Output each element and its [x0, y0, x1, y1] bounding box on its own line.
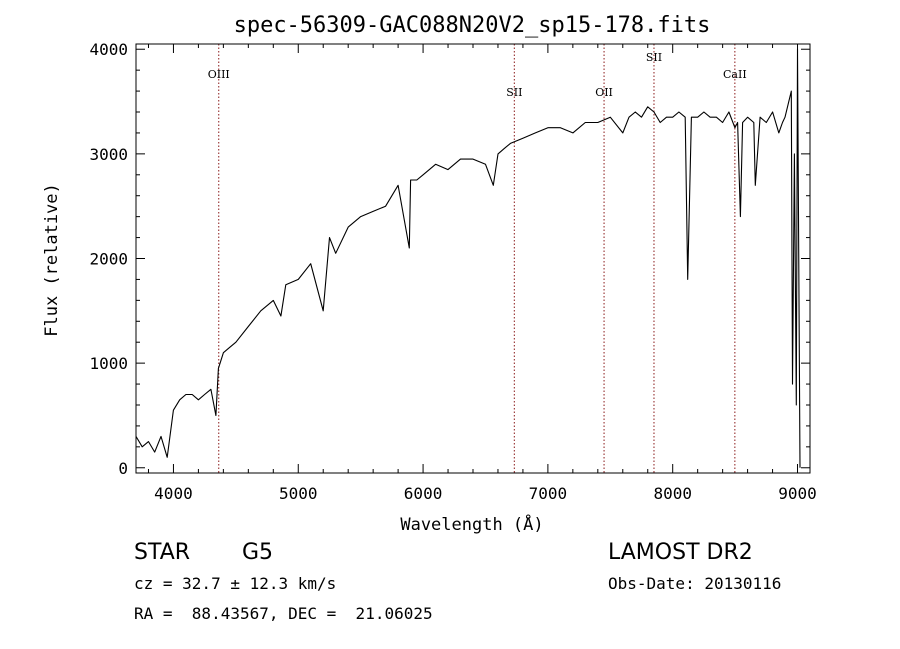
- x-tick-label: 8000: [653, 484, 692, 503]
- x-tick-label: 6000: [404, 484, 443, 503]
- spectral-line-label: OIII: [208, 68, 230, 81]
- spectral-line-label: SII: [506, 86, 522, 99]
- object-class: STAR: [134, 540, 191, 565]
- observation-date: Obs-Date: 20130116: [608, 574, 782, 593]
- y-tick-label: 1000: [89, 354, 128, 373]
- spectrum-line: [135, 48, 801, 468]
- x-tick-label: 4000: [154, 484, 193, 503]
- y-tick-label: 2000: [89, 250, 128, 269]
- redshift-readout: cz = 32.7 ± 12.3 km/s: [134, 574, 337, 593]
- y-axis-label: Flux (relative): [42, 183, 62, 337]
- object-subclass: G5: [242, 540, 274, 565]
- x-axis-label: Wavelength (Å): [400, 513, 543, 535]
- chart-title: spec-56309-GAC088N20V2_sp15-178.fits: [234, 13, 711, 38]
- spectral-line-label: CaII: [723, 68, 747, 81]
- spectral-line-label: OII: [595, 86, 613, 99]
- spectral-line-label: SII: [646, 51, 662, 64]
- y-tick-label: 4000: [89, 40, 128, 59]
- survey-name: LAMOST DR2: [608, 540, 753, 565]
- y-tick-label: 3000: [89, 145, 128, 164]
- coordinates-readout: RA = 88.43567, DEC = 21.06025: [134, 604, 433, 623]
- x-tick-label: 7000: [529, 484, 568, 503]
- plot-frame: [135, 43, 811, 474]
- x-tick-label: 9000: [778, 484, 817, 503]
- x-tick-label: 5000: [279, 484, 318, 503]
- plot-area: OIII SII OII SII CaII 4000 5000 6000 7000 8000 900…: [89, 40, 816, 503]
- y-tick-label: 0: [118, 459, 128, 478]
